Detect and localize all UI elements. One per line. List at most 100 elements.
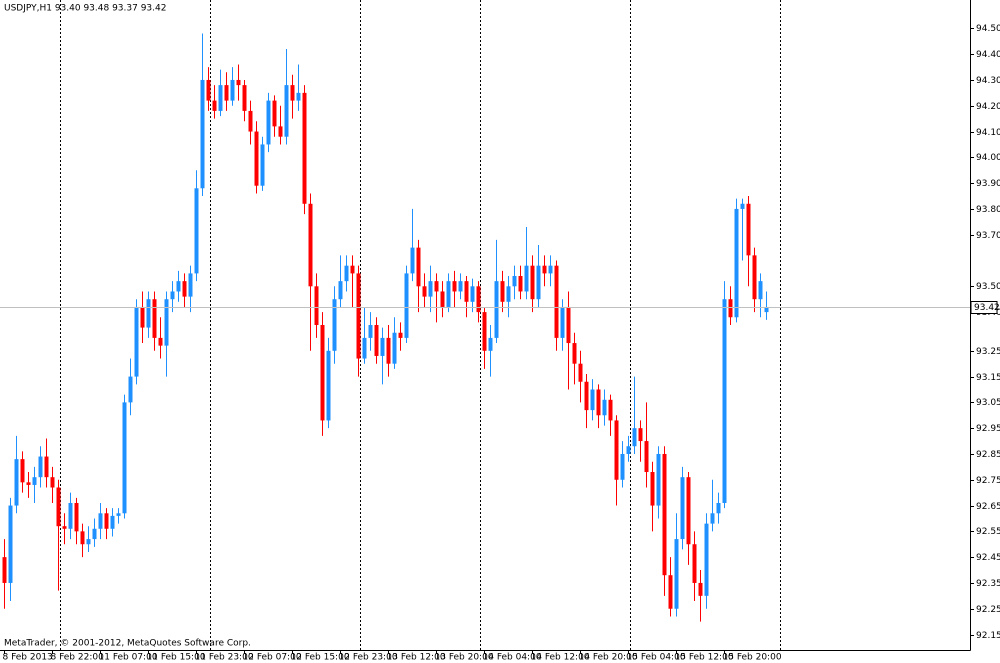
candle-body — [50, 477, 55, 488]
candle-body — [518, 275, 523, 292]
x-tick-label: 14 Feb 04:00 — [483, 653, 542, 663]
candle-body — [590, 389, 595, 411]
candle-body — [122, 402, 127, 514]
candle-body — [368, 325, 373, 338]
candle-body — [638, 428, 643, 442]
candle-body — [458, 281, 463, 292]
candle-body — [44, 456, 49, 478]
candle-body — [140, 306, 145, 328]
candle-body — [692, 544, 697, 583]
candle-body — [392, 332, 397, 364]
x-tick-label: 15 Feb 04:00 — [627, 653, 686, 663]
candle-body — [608, 399, 613, 421]
footer: MetaTrader, © 2001-2012, MetaQuotes Soft… — [4, 639, 251, 649]
candle-body — [614, 420, 619, 480]
candle-body — [20, 459, 25, 483]
candle-body — [92, 528, 97, 540]
candle-body — [248, 110, 253, 132]
x-tick-label: 14 Feb 20:00 — [579, 653, 638, 663]
candle-body — [356, 273, 361, 359]
x-tick-label: 13 Feb 20:00 — [435, 653, 494, 663]
candle-body — [302, 92, 307, 204]
candle-body — [218, 85, 223, 111]
x-tick-label: 15 Feb 20:00 — [723, 653, 782, 663]
candle-body — [746, 203, 751, 256]
price-label-box — [970, 301, 998, 314]
candle-body — [38, 456, 43, 478]
candle-body — [134, 306, 139, 377]
y-tick-label: 93.25 — [976, 347, 1000, 357]
candle-body — [752, 255, 757, 300]
candle-body — [278, 126, 283, 137]
candle-body — [296, 92, 301, 101]
candle-body — [446, 281, 451, 307]
candle-body — [266, 100, 271, 145]
candle-body — [494, 281, 499, 338]
y-tick-label: 93.80 — [976, 205, 1000, 215]
candle-body — [14, 459, 19, 506]
candle-body — [170, 291, 175, 300]
candle-body — [152, 299, 157, 338]
x-tick-label: 12 Feb 23:00 — [339, 653, 398, 663]
candle-body — [506, 286, 511, 302]
candle-body — [626, 446, 631, 454]
candle-body — [554, 265, 559, 338]
candle-body — [116, 513, 121, 516]
candle-body — [758, 281, 763, 300]
candle-body — [104, 513, 109, 529]
candle-body — [524, 265, 529, 292]
y-tick-label: 94.10 — [976, 128, 1000, 138]
candle-body — [362, 337, 367, 359]
candle-body — [578, 363, 583, 382]
y-tick-label: 94.20 — [976, 102, 1000, 112]
candle-body — [320, 325, 325, 421]
candle-body — [500, 281, 505, 302]
candle-body — [26, 482, 31, 485]
y-tick-label: 93.70 — [976, 231, 1000, 241]
candle-body — [686, 477, 691, 545]
candle-body — [704, 523, 709, 596]
y-tick-label: 92.75 — [976, 476, 1000, 486]
candle-body — [56, 487, 61, 527]
candle-body — [62, 526, 67, 529]
x-tick-label: 12 Feb 15:00 — [291, 653, 350, 663]
x-tick-label: 14 Feb 12:00 — [531, 653, 590, 663]
candle-body — [710, 513, 715, 524]
candle-body — [176, 281, 181, 292]
candle-body — [182, 281, 187, 297]
candle-body — [656, 453, 661, 506]
candle-body — [260, 144, 265, 186]
candle-body — [470, 286, 475, 302]
candle-body — [740, 203, 745, 209]
candle-body — [416, 247, 421, 287]
candle-body — [716, 502, 721, 514]
candle-body — [314, 286, 319, 325]
candle-body — [542, 265, 547, 274]
candle-body — [584, 381, 589, 411]
candle-body — [284, 85, 289, 137]
candle-body — [164, 299, 169, 346]
candle-body — [548, 265, 553, 274]
y-tick-label: 94.30 — [976, 76, 1000, 86]
candle-body — [32, 477, 37, 485]
candle-body — [632, 428, 637, 447]
candle-body — [110, 515, 115, 529]
candle-body — [674, 539, 679, 609]
x-tick-label: 8 Feb 2013 — [3, 653, 53, 663]
candle-body — [212, 100, 217, 111]
candle-body — [728, 299, 733, 318]
candle-body — [86, 539, 91, 545]
candle-body — [374, 325, 379, 356]
x-tick-label: 11 Feb 07:00 — [99, 653, 158, 663]
candle-body — [326, 350, 331, 421]
y-tick-label: 92.15 — [976, 631, 1000, 641]
candle-body — [734, 208, 739, 318]
candle-body — [482, 312, 487, 351]
candle-body — [254, 131, 259, 186]
y-tick-label: 93.50 — [976, 282, 1000, 292]
candle-body — [74, 502, 79, 532]
x-tick-label: 15 Feb 12:00 — [675, 653, 734, 663]
candle-body — [452, 281, 457, 292]
candle-body — [338, 281, 343, 300]
chart-title: USDJPY,H1 93.40 93.48 93.37 93.42 — [4, 4, 166, 14]
